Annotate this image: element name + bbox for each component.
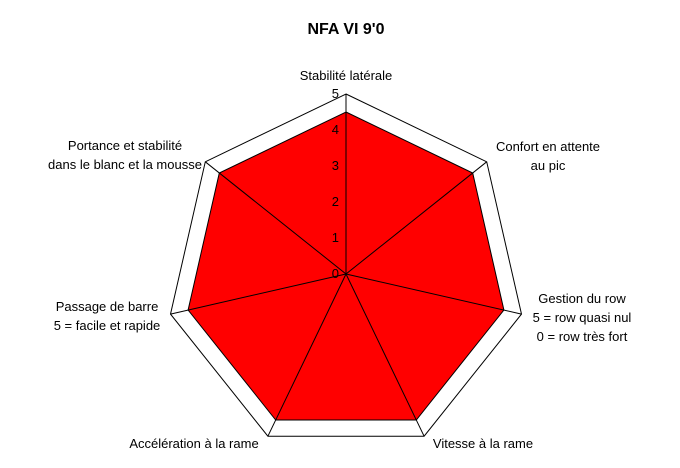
axis-label-6-line-1: dans le blanc et la mousse bbox=[48, 157, 202, 172]
axis-label-2-line-2: 0 = row très fort bbox=[537, 329, 628, 344]
axis-label-5-line-1: 5 = facile et rapide bbox=[54, 318, 161, 333]
axis-spoke-4 bbox=[267, 273, 347, 437]
axis-label-1: Confort en attente au pic bbox=[496, 139, 600, 173]
tick-label-2: 2 bbox=[332, 194, 339, 209]
tick-label-5: 5 bbox=[332, 86, 339, 101]
axis-spoke-5 bbox=[170, 273, 347, 315]
axis-labels: Stabilité latérale Confort en attente au p… bbox=[48, 68, 631, 451]
axis-label-2-line-1: 5 = row quasi nul bbox=[533, 310, 632, 325]
axis-label-0: Stabilité latérale bbox=[300, 68, 393, 83]
axis-label-4: Accélération à la rame bbox=[129, 436, 258, 451]
axis-label-5-line-0: Passage de barre bbox=[56, 299, 159, 314]
tick-label-3: 3 bbox=[332, 158, 339, 173]
grid-outer-ring bbox=[169, 93, 523, 437]
tick-label-0: 0 bbox=[332, 266, 339, 281]
axis-label-5: Passage de barre 5 = facile et rapide bbox=[54, 299, 161, 333]
axis-label-6-line-0: Portance et stabilité bbox=[68, 138, 182, 153]
axis-label-3: Vitesse à la rame bbox=[433, 436, 533, 451]
axis-spoke-2 bbox=[345, 273, 522, 315]
axis-label-2-line-0: Gestion du row bbox=[538, 291, 626, 306]
axis-label-4-line-0: Accélération à la rame bbox=[129, 436, 258, 451]
axis-label-1-line-0: Confort en attente bbox=[496, 139, 600, 154]
tick-label-4: 4 bbox=[332, 122, 339, 137]
axis-label-0-line-0: Stabilité latérale bbox=[300, 68, 393, 83]
axis-label-2: Gestion du row 5 = row quasi nul 0 = row t… bbox=[533, 291, 632, 344]
axis-label-1-line-1: au pic bbox=[531, 158, 566, 173]
axis-spoke-1 bbox=[345, 161, 488, 275]
axis-label-3-line-0: Vitesse à la rame bbox=[433, 436, 533, 451]
axis-spoke-3 bbox=[345, 273, 425, 437]
chart-title: NFA VI 9'0 bbox=[307, 21, 384, 38]
tick-labels: 0 1 2 3 4 5 bbox=[332, 86, 339, 281]
tick-label-1: 1 bbox=[332, 230, 339, 245]
axis-spoke-6 bbox=[204, 161, 347, 275]
axis-label-6: Portance et stabilité dans le blanc et la… bbox=[48, 138, 202, 172]
axis-spokes bbox=[170, 94, 522, 437]
